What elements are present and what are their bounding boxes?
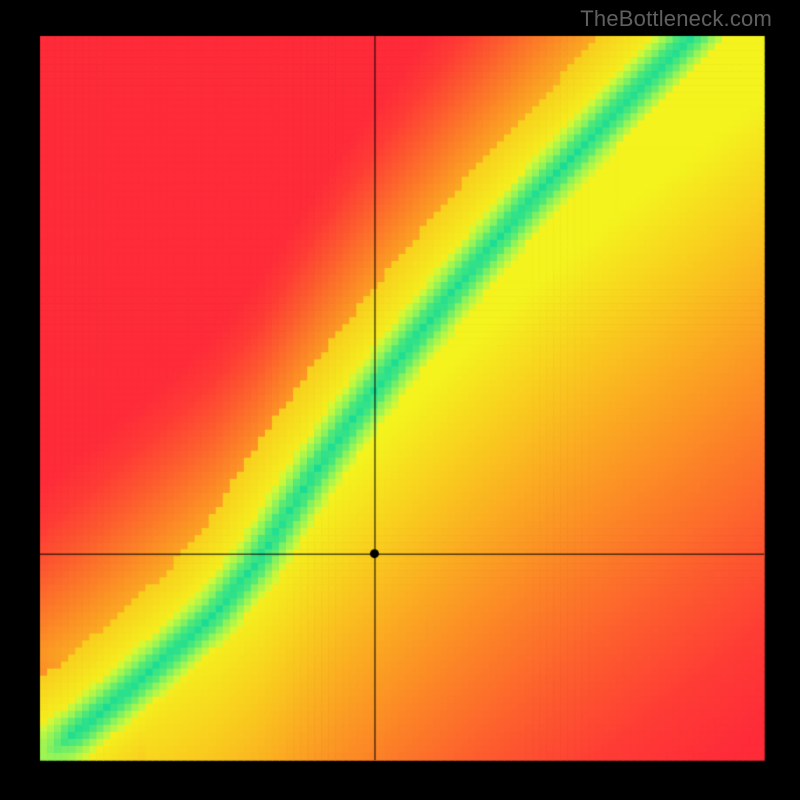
chart-container: { "watermark": { "text": "TheBottleneck.… bbox=[0, 0, 800, 800]
bottleneck-heatmap bbox=[0, 0, 800, 800]
watermark-text: TheBottleneck.com bbox=[580, 6, 772, 32]
